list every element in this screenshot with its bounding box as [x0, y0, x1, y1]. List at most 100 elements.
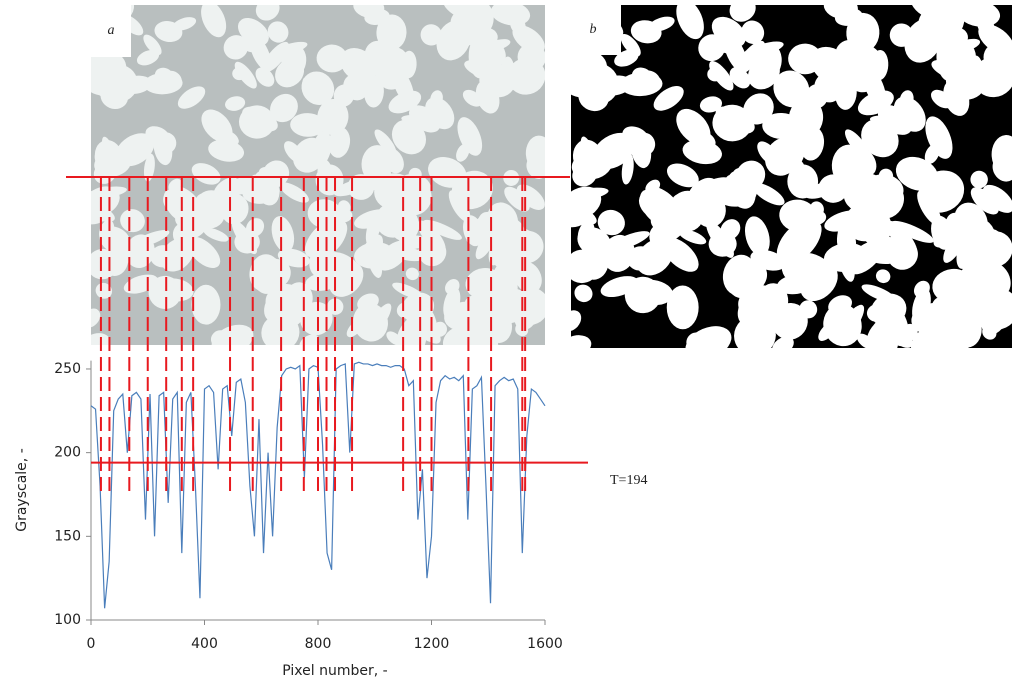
grain: [401, 114, 441, 127]
grain: [792, 221, 822, 259]
grain: [970, 170, 988, 189]
x-tick-label: 800: [305, 636, 332, 652]
grain: [315, 164, 344, 196]
grain: [931, 215, 953, 250]
grain: [196, 190, 226, 216]
grain: [571, 335, 592, 348]
grain: [831, 235, 857, 270]
grain: [172, 17, 197, 31]
grain: [910, 328, 944, 348]
grain: [220, 193, 249, 225]
grain: [862, 67, 876, 81]
grain: [666, 285, 699, 330]
grain: [959, 280, 988, 316]
grain: [840, 207, 874, 230]
grain: [507, 57, 545, 95]
grain: [405, 267, 419, 281]
grain: [119, 75, 152, 95]
grain: [364, 75, 384, 108]
grain: [333, 179, 367, 197]
grain: [869, 115, 913, 128]
grain: [772, 336, 794, 348]
grain: [512, 25, 545, 54]
grain: [729, 5, 756, 22]
grain: [746, 302, 780, 332]
grain: [743, 93, 774, 125]
grain: [249, 34, 272, 71]
x-tick-label: 1200: [414, 636, 450, 652]
grain: [834, 8, 863, 26]
grain: [381, 147, 404, 174]
grain: [492, 279, 518, 312]
grain: [980, 262, 1011, 298]
grain: [191, 284, 221, 325]
grain: [574, 284, 593, 303]
grain: [143, 153, 155, 182]
grain: [741, 20, 765, 44]
grain: [445, 279, 460, 295]
grain: [889, 23, 914, 47]
x-tick-label: 400: [191, 636, 218, 652]
grain: [762, 112, 801, 140]
grain: [978, 24, 1012, 55]
grain: [95, 282, 113, 299]
grain: [271, 216, 295, 253]
grain: [203, 227, 229, 242]
grain: [776, 274, 816, 295]
grain: [136, 49, 160, 66]
grain: [631, 279, 674, 306]
grain: [844, 45, 884, 93]
grain: [653, 86, 684, 111]
micrograph-a: [91, 5, 545, 345]
grain: [726, 257, 760, 299]
micrograph-b: [571, 5, 1012, 348]
grain: [980, 295, 1009, 335]
grain: [942, 276, 958, 312]
grain: [972, 56, 1012, 98]
grain: [177, 86, 206, 109]
grain: [956, 241, 971, 269]
grain: [479, 64, 516, 98]
grain: [163, 70, 182, 89]
grain: [638, 190, 675, 222]
grain: [851, 147, 877, 176]
grain: [201, 109, 233, 143]
grain: [857, 90, 894, 116]
grain: [709, 61, 734, 91]
grain: [970, 187, 999, 215]
grain: [123, 274, 158, 294]
grain: [982, 184, 1012, 213]
grain: [360, 234, 383, 267]
grain: [805, 84, 828, 109]
grain: [861, 284, 896, 303]
grain: [514, 261, 542, 294]
grain: [201, 5, 227, 38]
grain: [750, 249, 786, 271]
grain: [422, 219, 462, 240]
grain: [698, 34, 726, 62]
grain: [457, 117, 483, 156]
grain: [716, 108, 739, 138]
grain: [191, 163, 221, 185]
grain: [163, 190, 196, 219]
grain: [392, 67, 404, 80]
x-tick-label: 1600: [527, 636, 563, 652]
y-tick-label: 250: [54, 361, 81, 377]
grain: [800, 126, 825, 161]
label-box: [571, 5, 621, 55]
grain: [255, 5, 280, 21]
panel-label: b: [590, 22, 597, 37]
grain: [943, 228, 967, 263]
grain: [223, 35, 249, 60]
grain: [208, 139, 245, 162]
grain: [386, 331, 403, 345]
grain: [277, 248, 310, 268]
grain: [143, 34, 162, 55]
grain: [234, 61, 257, 89]
grain: [364, 8, 390, 25]
grain: [210, 330, 230, 345]
grain: [473, 37, 506, 69]
grain: [918, 170, 965, 213]
grain: [676, 108, 711, 145]
